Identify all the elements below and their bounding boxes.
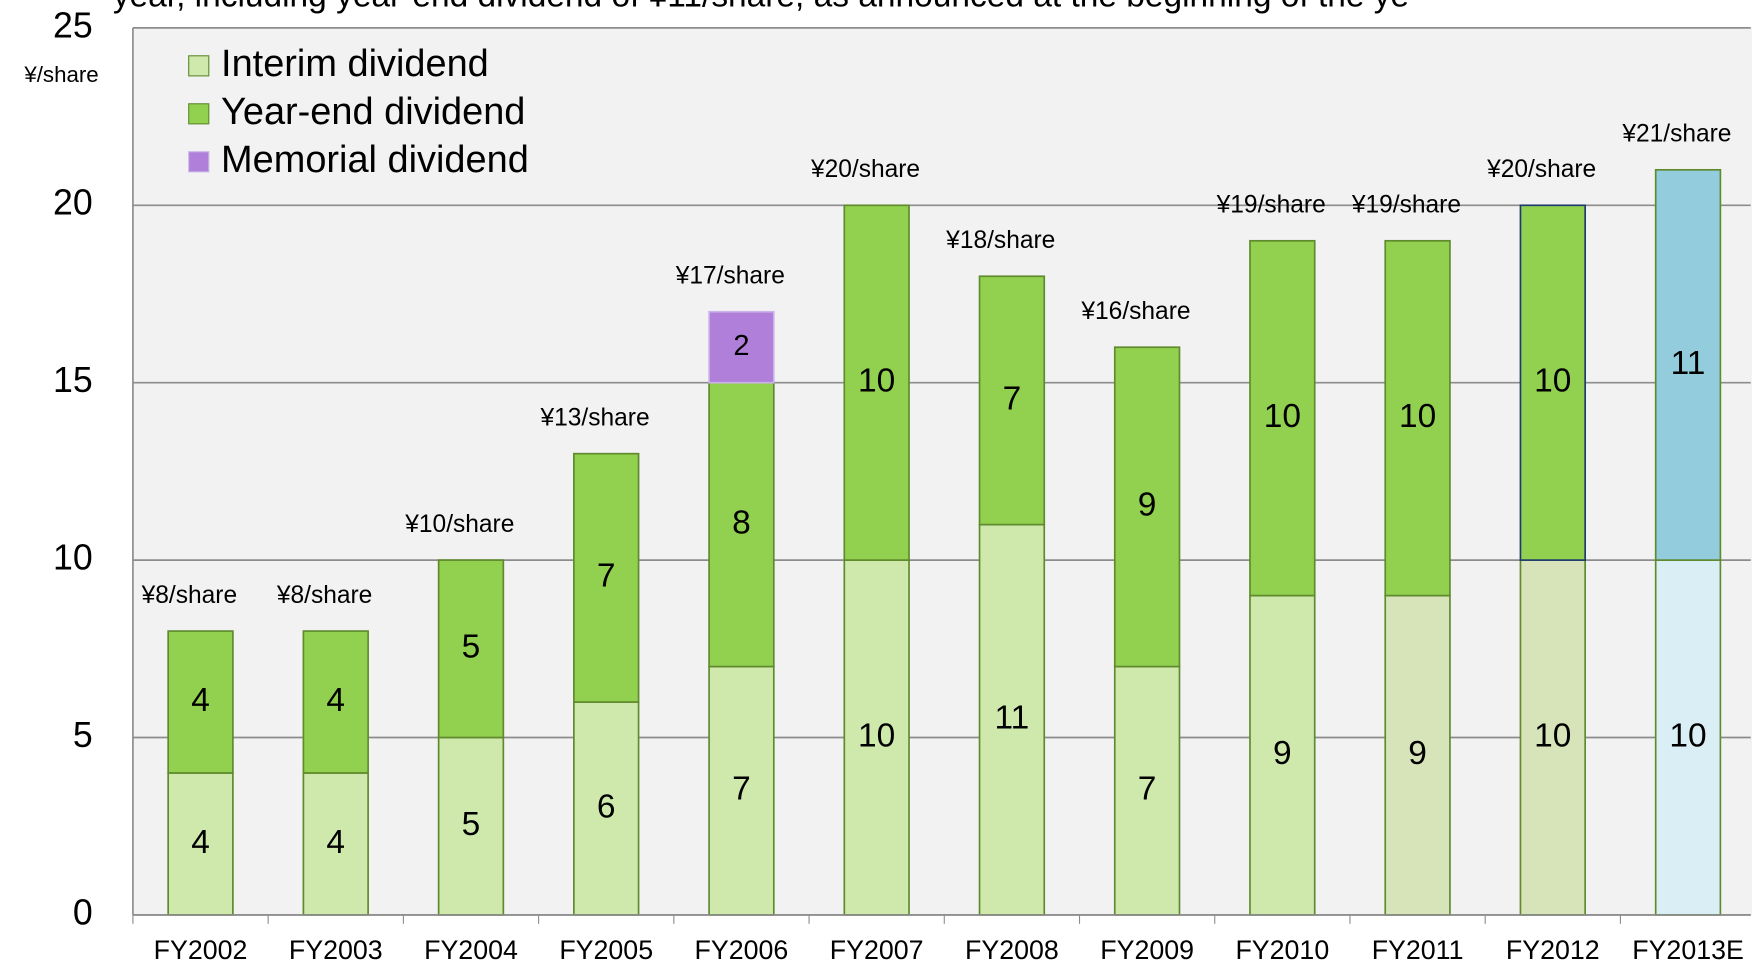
x-tick-label: FY2009 xyxy=(1100,935,1194,964)
x-tick-label: FY2005 xyxy=(559,935,653,964)
bar-segment xyxy=(708,310,775,384)
y-tick-label: 10 xyxy=(53,538,93,578)
data-label: 4 xyxy=(326,824,345,861)
total-label: ¥19/share xyxy=(1351,192,1461,219)
data-label: 5 xyxy=(462,629,481,666)
data-label: 11 xyxy=(995,700,1030,737)
bar-segment xyxy=(978,523,1046,916)
y-tick-label: 5 xyxy=(73,715,93,755)
bar-segment xyxy=(437,736,505,916)
x-tick-label: FY2007 xyxy=(830,935,924,964)
x-tick-label: FY2013E xyxy=(1632,935,1744,964)
data-label: 4 xyxy=(191,824,210,861)
bar-segment xyxy=(1519,204,1587,561)
bar-segment xyxy=(1654,559,1722,916)
x-tick-label: FY2003 xyxy=(289,935,383,964)
bar-segment xyxy=(1113,665,1181,916)
bar-segment xyxy=(1654,168,1722,561)
data-label: 7 xyxy=(1138,771,1157,808)
total-label: ¥20/share xyxy=(1486,156,1596,183)
y-tick-label: 20 xyxy=(53,183,93,223)
bar-segment xyxy=(302,630,369,774)
bar-segment xyxy=(843,559,910,916)
y-tick-label: 25 xyxy=(53,5,93,45)
bar-segment xyxy=(573,452,640,703)
data-label: 8 xyxy=(732,504,751,541)
legend-swatch xyxy=(188,103,210,125)
data-label: 2 xyxy=(733,330,749,362)
bar-segment xyxy=(1384,594,1451,916)
x-tick-label: FY2008 xyxy=(965,935,1059,964)
data-label: 10 xyxy=(1399,398,1436,435)
data-label: 10 xyxy=(1534,717,1571,754)
bar-segment xyxy=(1384,239,1451,597)
data-label: 10 xyxy=(1264,398,1301,435)
total-label: ¥20/share xyxy=(810,156,920,183)
bar-segment xyxy=(437,559,505,739)
bar-segment xyxy=(1519,559,1587,916)
total-label: ¥16/share xyxy=(1080,298,1190,325)
data-label: 9 xyxy=(1408,735,1427,772)
total-label: ¥10/share xyxy=(404,511,514,538)
x-tick-label: FY2006 xyxy=(695,935,789,964)
x-tick-label: FY2010 xyxy=(1235,935,1329,964)
plot-area xyxy=(132,27,1752,915)
data-label: 9 xyxy=(1273,735,1292,772)
data-label: 10 xyxy=(1534,363,1571,400)
total-label: ¥13/share xyxy=(540,405,650,432)
bar-segment xyxy=(1113,346,1181,668)
legend-label: Memorial dividend xyxy=(221,139,529,181)
data-label: 10 xyxy=(858,363,895,400)
data-label: 10 xyxy=(1669,717,1706,754)
bar-segment xyxy=(1249,594,1316,916)
data-label: 5 xyxy=(462,806,481,843)
bar-segment xyxy=(708,665,775,916)
x-tick-label: FY2011 xyxy=(1372,935,1464,964)
y-tick-label: 15 xyxy=(53,360,93,400)
y-tick-label: 0 xyxy=(73,892,93,932)
total-label: ¥21/share xyxy=(1621,121,1731,148)
y-axis-label: ¥/share xyxy=(23,62,98,87)
bar-segment xyxy=(167,630,234,774)
total-label: ¥19/share xyxy=(1216,192,1326,219)
total-label: ¥17/share xyxy=(675,263,785,290)
chart-title: year, including year-end dividend of ¥11… xyxy=(113,0,1409,15)
bar-segment xyxy=(978,275,1046,526)
total-label: ¥18/share xyxy=(945,227,1055,254)
legend-label: Year-end dividend xyxy=(221,91,525,133)
data-label: 6 xyxy=(597,788,616,825)
data-label: 7 xyxy=(1003,380,1022,417)
total-label: ¥8/share xyxy=(141,582,237,609)
data-label: 4 xyxy=(191,682,210,719)
legend-swatch xyxy=(188,151,210,173)
bar-segment xyxy=(843,204,910,561)
data-label: 4 xyxy=(326,682,345,719)
data-label: 9 xyxy=(1138,487,1157,524)
x-tick-label: FY2004 xyxy=(424,935,518,964)
data-label: 11 xyxy=(1671,345,1706,382)
data-label: 10 xyxy=(858,717,895,754)
legend-label: Interim dividend xyxy=(221,43,489,85)
bar-segment xyxy=(573,701,640,916)
x-tick-label: FY2012 xyxy=(1506,935,1600,964)
bar-segment xyxy=(708,381,775,668)
total-label: ¥8/share xyxy=(276,582,372,609)
data-label: 7 xyxy=(732,771,751,808)
bar-segment xyxy=(1249,239,1316,597)
legend-swatch xyxy=(188,55,210,77)
x-tick-label: FY2002 xyxy=(154,935,248,964)
bar-segment xyxy=(167,772,234,916)
data-label: 7 xyxy=(597,558,616,595)
